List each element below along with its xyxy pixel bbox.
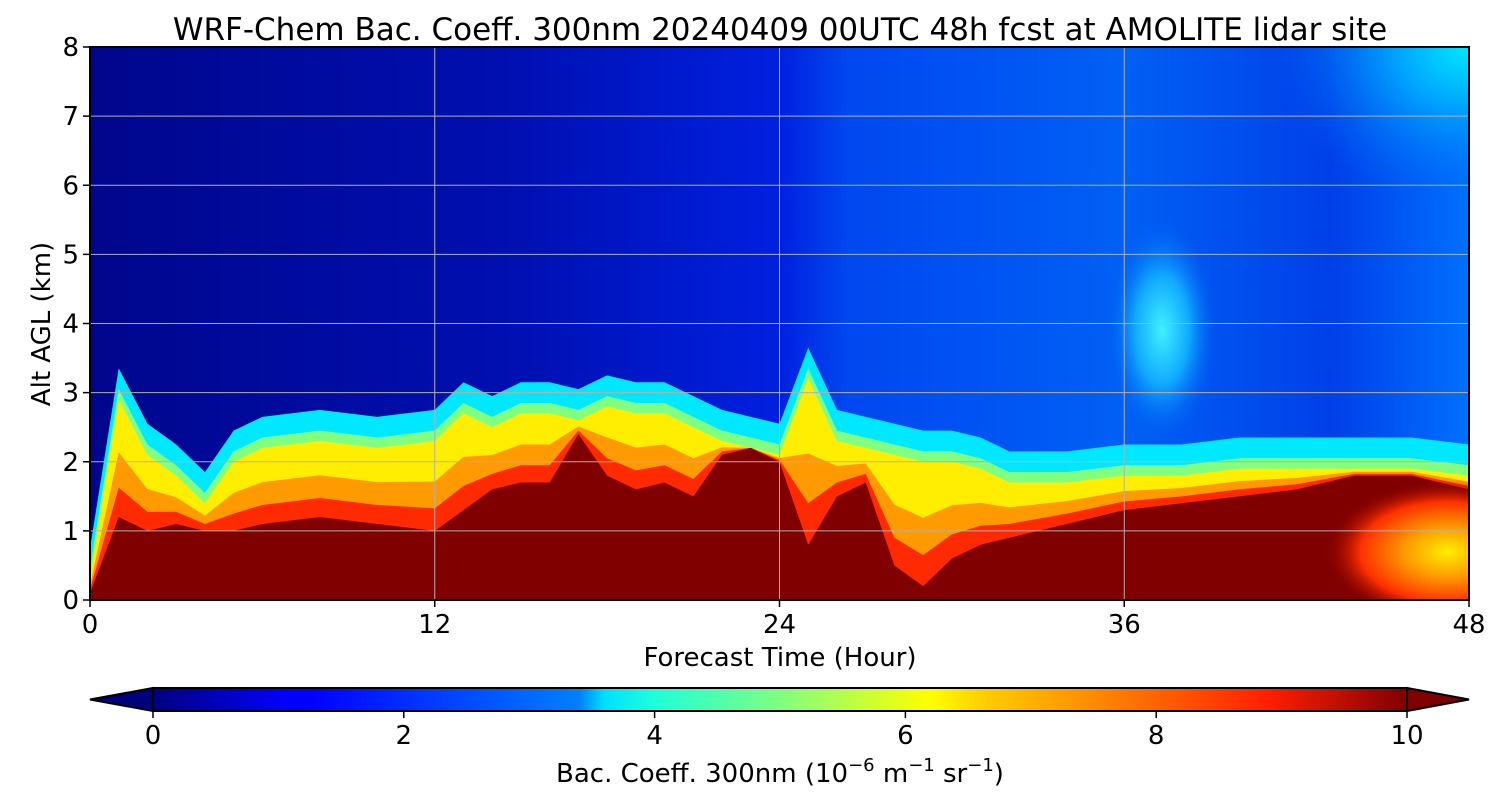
y-tick-label: 4 — [62, 310, 79, 340]
colorbar-extend-high — [1406, 686, 1470, 713]
colorbar-tick-label: 6 — [897, 721, 914, 751]
x-axis: 0 12 24 36 48 — [82, 600, 1486, 640]
x-tick-label: 48 — [1452, 610, 1485, 640]
chart-title: WRF-Chem Bac. Coeff. 300nm 20240409 00UT… — [173, 12, 1387, 48]
x-tick-label: 0 — [82, 610, 99, 640]
surface-hotspot — [1260, 480, 1469, 600]
x-tick-label: 24 — [763, 610, 796, 640]
colorbar-extend-low — [89, 686, 154, 713]
y-axis: 0 1 2 3 4 5 6 7 8 — [62, 33, 90, 616]
y-tick-label: 2 — [62, 448, 79, 478]
y-tick-label: 6 — [62, 171, 79, 201]
y-tick-label: 1 — [62, 517, 79, 547]
grid — [90, 47, 1469, 600]
x-tick-label: 36 — [1108, 610, 1141, 640]
x-tick-label: 12 — [418, 610, 451, 640]
colorbar-tick-label: 8 — [1148, 721, 1165, 751]
aerosol-plume-upper — [1107, 220, 1217, 440]
colorbar-ticks: 0 2 4 6 8 10 — [145, 711, 1424, 751]
colorbar-tick-label: 2 — [396, 721, 413, 751]
colorbar: 0 2 4 6 8 10 Bac. Coeff. 300nm (10−6 m−1 sr−1… — [89, 686, 1470, 789]
y-tick-label: 5 — [62, 240, 79, 270]
aerosol-plume-top-right — [1250, 47, 1469, 227]
y-tick-label: 0 — [62, 586, 79, 616]
y-tick-label: 3 — [62, 379, 79, 409]
colorbar-tick-label: 4 — [646, 721, 663, 751]
colorbar-tick-label: 0 — [145, 721, 162, 751]
y-tick-label: 7 — [62, 102, 79, 132]
x-axis-label: Forecast Time (Hour) — [643, 643, 916, 673]
colorbar-frame — [152, 687, 1408, 712]
colorbar-tick-label: 10 — [1390, 721, 1423, 751]
y-tick-label: 8 — [62, 33, 79, 63]
y-axis-label: Alt AGL (km) — [27, 242, 57, 406]
colorbar-ramp — [153, 688, 1407, 711]
colorbar-label: Bac. Coeff. 300nm (10−6 m−1 sr−1) — [556, 755, 1004, 789]
